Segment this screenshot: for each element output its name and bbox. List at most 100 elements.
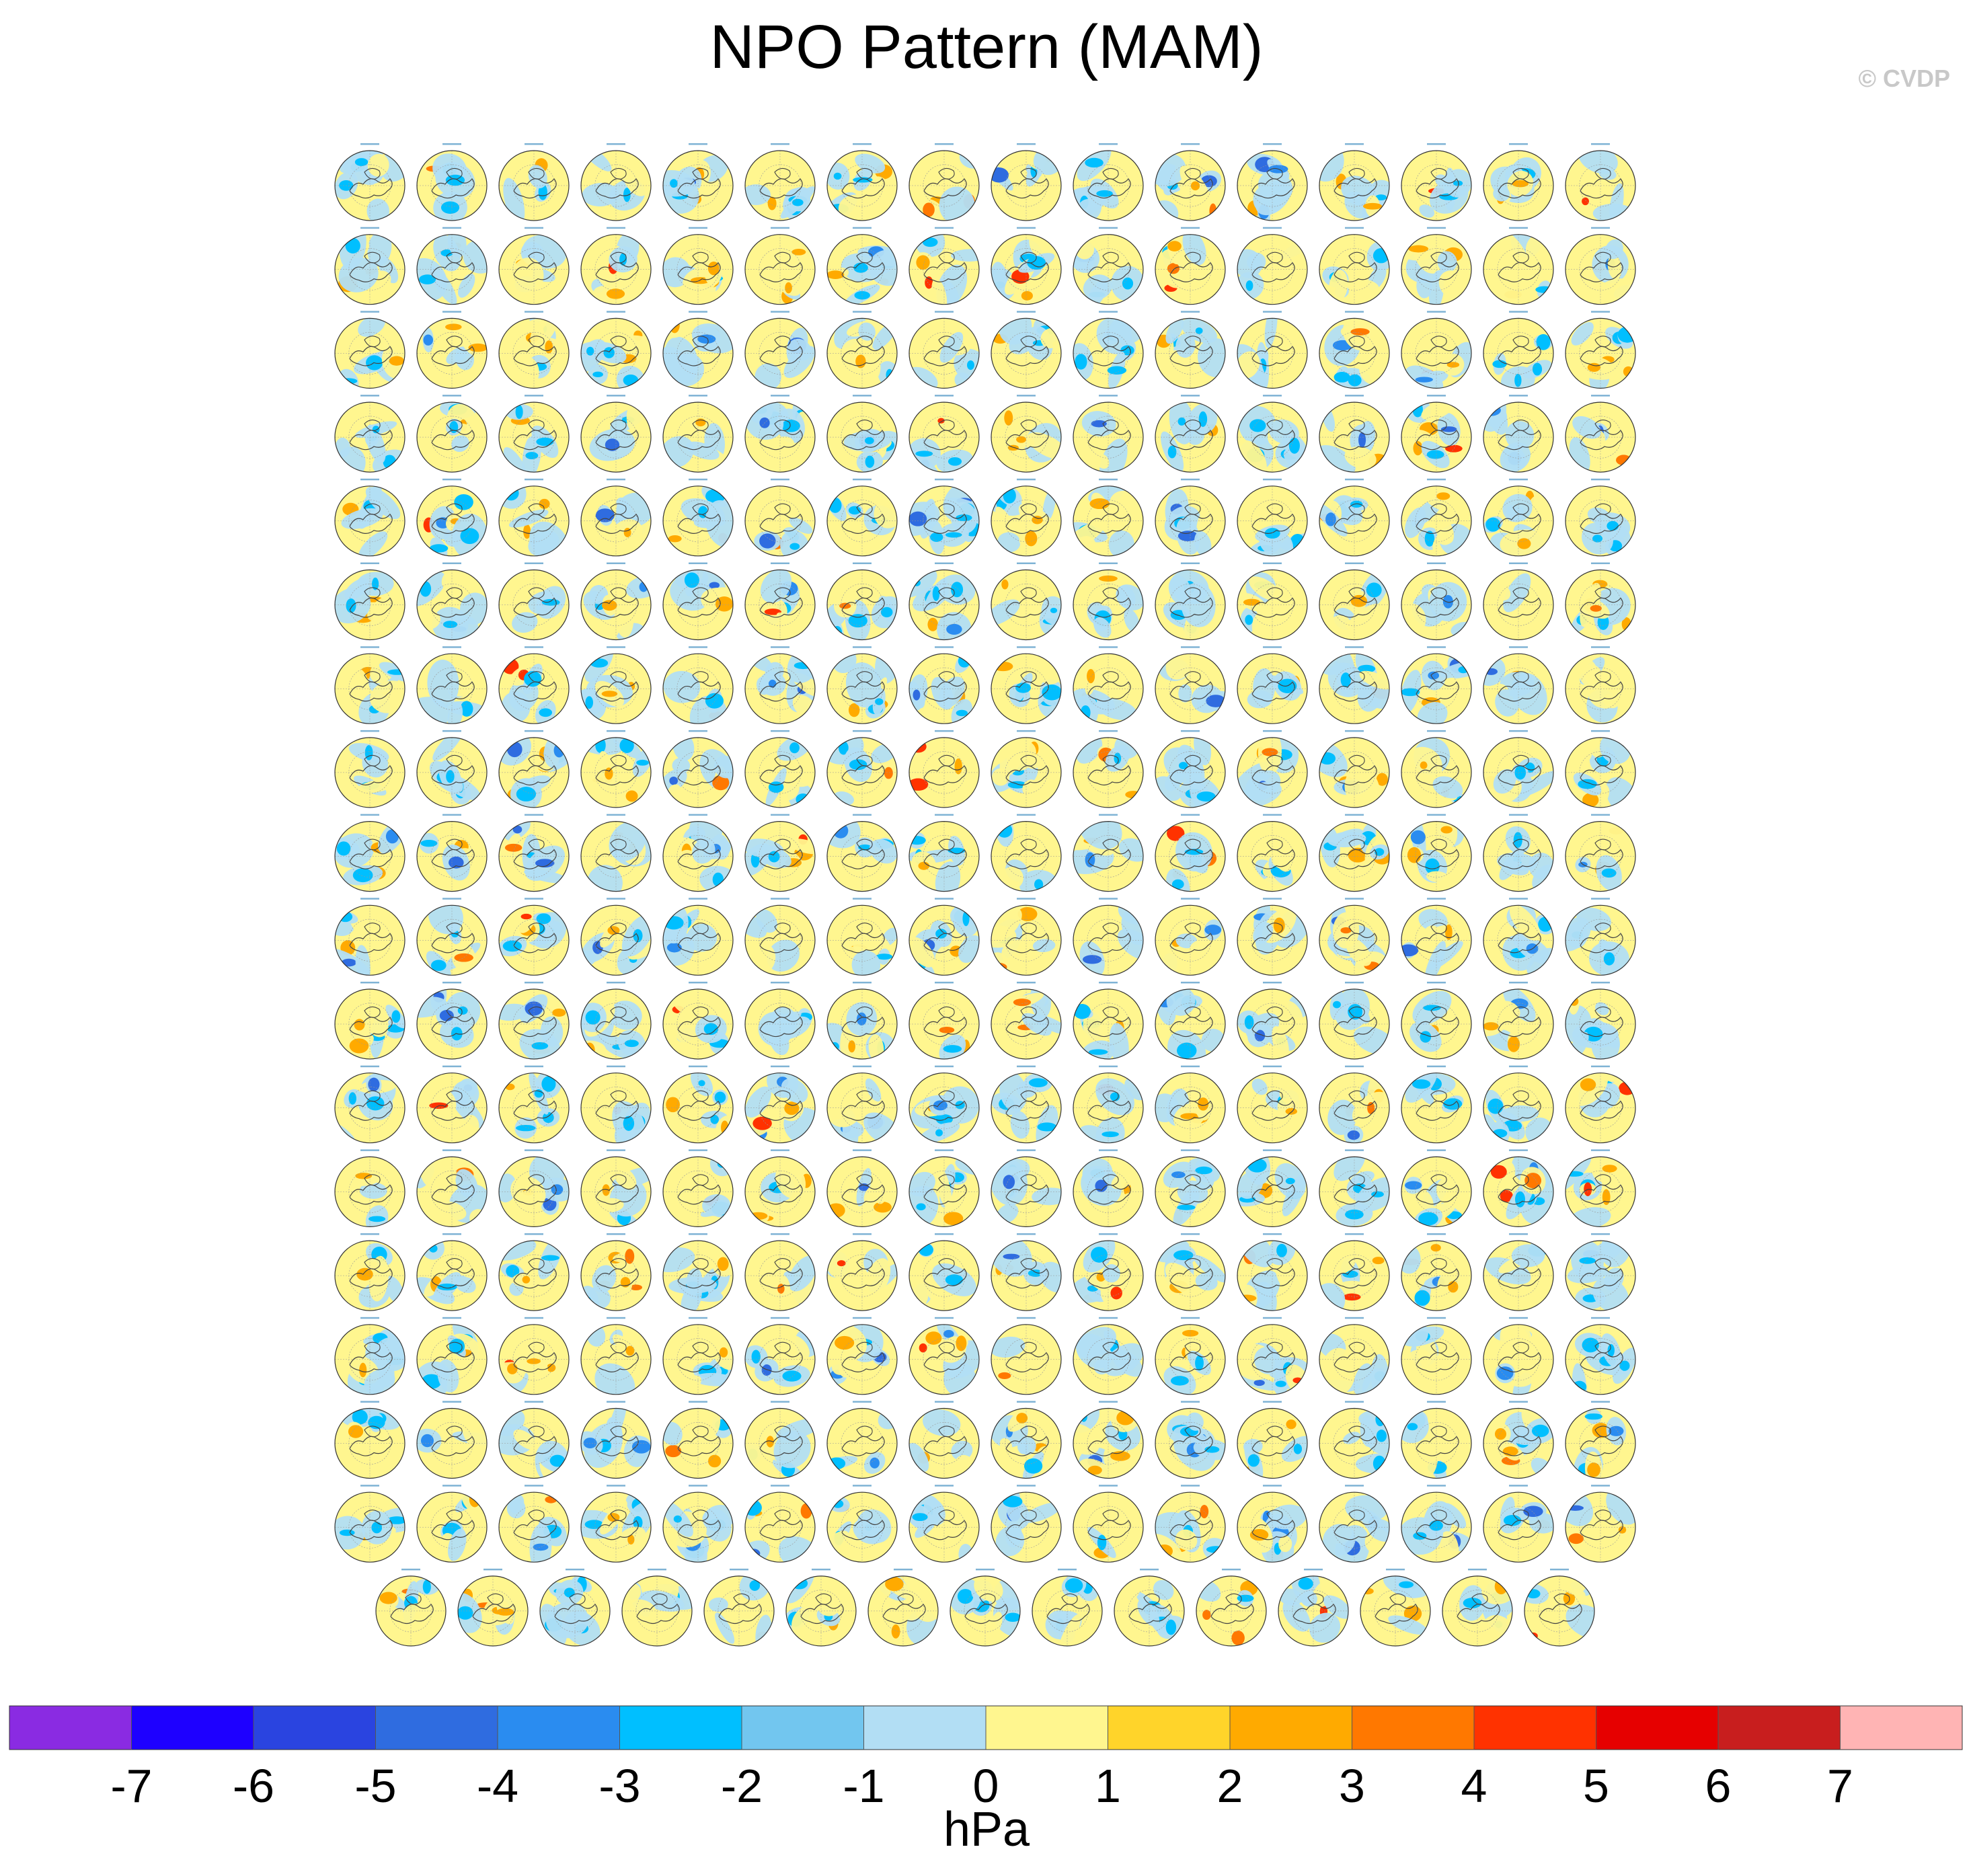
map-panel [991, 1485, 1062, 1563]
map-panel [1565, 730, 1636, 808]
map-panel [1565, 143, 1636, 221]
map-panel [908, 646, 980, 724]
map-panel [334, 1401, 405, 1479]
map-panel [1565, 1233, 1636, 1311]
map-panel [826, 814, 898, 892]
map-panel [1237, 478, 1308, 557]
map-panel [1401, 1065, 1472, 1144]
map-panel [991, 562, 1062, 641]
map-panel [744, 311, 816, 389]
map-panel [991, 730, 1062, 808]
map-panel [1073, 1317, 1144, 1395]
map-panel [1237, 227, 1308, 305]
map-panel [334, 311, 405, 389]
map-panel [1196, 1568, 1267, 1647]
map-panel [1483, 1485, 1554, 1563]
map-panel [744, 814, 816, 892]
map-panel [334, 646, 405, 724]
map-panel [1237, 395, 1308, 473]
map-panel [1319, 562, 1390, 641]
map-panel [1319, 730, 1390, 808]
map-panel [498, 395, 570, 473]
map-panel [1237, 1149, 1308, 1228]
map-panel [539, 1568, 611, 1647]
map-panel [1237, 898, 1308, 976]
map-panel [1319, 227, 1390, 305]
map-panel [1483, 478, 1554, 557]
map-panel [1155, 982, 1226, 1060]
map-panel [1114, 1568, 1185, 1647]
map-panel [334, 1065, 405, 1144]
map-panel [826, 395, 898, 473]
map-panel [416, 1317, 488, 1395]
chart-title: NPO Pattern (MAM) [709, 13, 1264, 81]
map-panel [1319, 1149, 1390, 1228]
map-panel [826, 646, 898, 724]
map-panel [991, 982, 1062, 1060]
map-panel [416, 143, 488, 221]
map-panel [1401, 982, 1472, 1060]
map-panel [1483, 646, 1554, 724]
map-panel [1401, 395, 1472, 473]
map-panel [498, 311, 570, 389]
map-panel [498, 814, 570, 892]
map-panel [498, 1485, 570, 1563]
map-panel [662, 1233, 734, 1311]
map-panel [498, 898, 570, 976]
map-panel [1401, 898, 1472, 976]
map-panel [580, 1401, 652, 1479]
map-panel [580, 730, 652, 808]
map-panel [1319, 898, 1390, 976]
map-panel [334, 1233, 405, 1311]
map-panel [908, 227, 980, 305]
map-panel [908, 1233, 980, 1311]
map-panel [498, 1317, 570, 1395]
map-panel [1155, 1401, 1226, 1479]
map-panel [416, 1233, 488, 1311]
map-panel [416, 1149, 488, 1228]
map-panel [1565, 1149, 1636, 1228]
map-panel [416, 311, 488, 389]
map-panel [744, 730, 816, 808]
map-panel [662, 1401, 734, 1479]
map-panel [1565, 1401, 1636, 1479]
map-panel [662, 1485, 734, 1563]
map-panel [334, 814, 405, 892]
map-panel [662, 730, 734, 808]
map-panel [457, 1568, 529, 1647]
map-panel [744, 982, 816, 1060]
map-panel [991, 1233, 1062, 1311]
map-panel [1483, 227, 1554, 305]
colorbar-segment [619, 1706, 742, 1750]
map-panel [580, 1065, 652, 1144]
map-panel [1319, 143, 1390, 221]
colorbar-segment [9, 1706, 132, 1750]
map-panel [1155, 1065, 1226, 1144]
map-panel [1073, 562, 1144, 641]
map-panel [580, 982, 652, 1060]
map-panel [580, 814, 652, 892]
map-panel [1073, 982, 1144, 1060]
map-panel [416, 730, 488, 808]
map-panel [662, 898, 734, 976]
colorbar-segment [1718, 1706, 1841, 1750]
map-panel [1401, 1485, 1472, 1563]
map-panel [867, 1568, 939, 1647]
map-panel [826, 311, 898, 389]
map-panel [334, 395, 405, 473]
map-panel [1401, 814, 1472, 892]
map-panel [1073, 143, 1144, 221]
map-panel [662, 562, 734, 641]
map-panel [1155, 646, 1226, 724]
map-panel [1483, 1317, 1554, 1395]
map-panel [1237, 1233, 1308, 1311]
map-panel [908, 478, 980, 557]
map-panel [908, 730, 980, 808]
map-panel [1319, 1485, 1390, 1563]
map-panel [498, 227, 570, 305]
map-panel [1483, 1149, 1554, 1228]
map-panel [1073, 311, 1144, 389]
map-panel [1155, 395, 1226, 473]
map-panel [1565, 982, 1636, 1060]
map-panel [1524, 1568, 1595, 1647]
